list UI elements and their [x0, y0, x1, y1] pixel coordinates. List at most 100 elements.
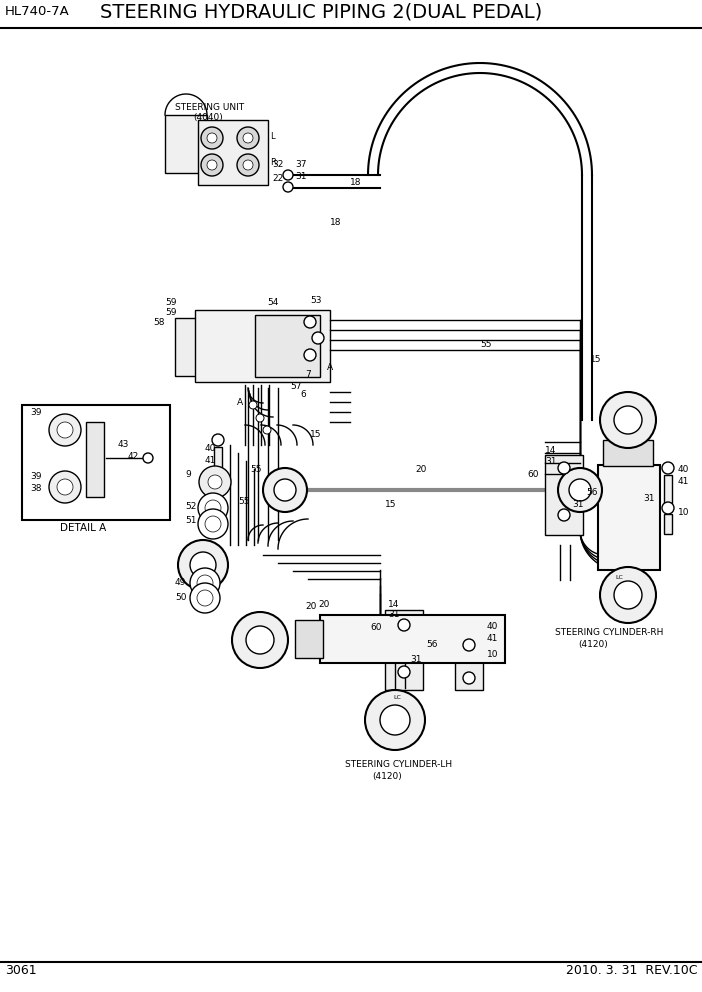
- Text: STEERING CYLINDER-RH: STEERING CYLINDER-RH: [555, 628, 663, 637]
- Bar: [214, 447, 222, 469]
- Circle shape: [205, 516, 221, 532]
- Bar: [664, 514, 672, 534]
- Circle shape: [380, 705, 410, 735]
- Text: 53: 53: [310, 296, 322, 305]
- Text: 56: 56: [426, 640, 437, 649]
- Circle shape: [207, 133, 217, 143]
- Text: 2010. 3. 31  REV.10C: 2010. 3. 31 REV.10C: [566, 964, 697, 977]
- Circle shape: [190, 583, 220, 613]
- Text: 50: 50: [175, 593, 187, 602]
- Text: 59: 59: [165, 298, 176, 307]
- Circle shape: [237, 154, 259, 176]
- Text: LC: LC: [615, 575, 623, 580]
- Text: 60: 60: [370, 623, 381, 632]
- Text: (4120): (4120): [372, 772, 402, 781]
- Text: 55: 55: [238, 497, 249, 506]
- Circle shape: [263, 468, 307, 512]
- Circle shape: [463, 672, 475, 684]
- Circle shape: [243, 160, 253, 170]
- Text: 31: 31: [545, 457, 557, 466]
- Circle shape: [143, 453, 153, 463]
- Circle shape: [197, 575, 213, 591]
- Circle shape: [304, 349, 316, 361]
- Text: 6: 6: [300, 390, 306, 399]
- Circle shape: [199, 466, 231, 498]
- Circle shape: [207, 160, 217, 170]
- Text: (4040): (4040): [193, 113, 223, 122]
- Circle shape: [263, 426, 271, 434]
- Text: 10: 10: [487, 650, 498, 659]
- Text: R: R: [270, 158, 276, 167]
- Text: 41: 41: [487, 634, 498, 643]
- Text: 14: 14: [545, 446, 557, 455]
- Text: 54: 54: [267, 298, 279, 307]
- Circle shape: [398, 619, 410, 631]
- Text: STEERING HYDRAULIC PIPING 2(DUAL PEDAL): STEERING HYDRAULIC PIPING 2(DUAL PEDAL): [100, 3, 542, 22]
- Text: STEERING UNIT: STEERING UNIT: [175, 103, 244, 112]
- Circle shape: [614, 406, 642, 434]
- Circle shape: [558, 462, 570, 474]
- Text: 14: 14: [388, 600, 399, 609]
- Circle shape: [365, 690, 425, 750]
- Circle shape: [614, 581, 642, 609]
- Bar: [86, 422, 104, 497]
- Text: 42: 42: [128, 452, 139, 461]
- Text: 15: 15: [590, 355, 602, 364]
- Circle shape: [197, 590, 213, 606]
- Text: 31: 31: [388, 610, 399, 619]
- Circle shape: [283, 170, 293, 180]
- Bar: [165, 115, 207, 173]
- Circle shape: [312, 332, 324, 344]
- Circle shape: [205, 500, 221, 516]
- Text: 32: 32: [272, 160, 284, 169]
- Circle shape: [201, 154, 223, 176]
- Circle shape: [558, 468, 602, 512]
- Circle shape: [57, 479, 73, 495]
- Text: 7: 7: [305, 370, 311, 379]
- Text: 31: 31: [410, 655, 421, 664]
- Circle shape: [208, 475, 222, 489]
- Bar: [385, 610, 423, 690]
- Text: 31: 31: [572, 500, 583, 509]
- Bar: [295, 620, 323, 658]
- Text: A: A: [237, 398, 243, 407]
- Text: 31: 31: [643, 494, 654, 503]
- Circle shape: [274, 479, 296, 501]
- Circle shape: [558, 509, 570, 521]
- Text: 41: 41: [678, 477, 689, 486]
- Text: 55: 55: [480, 340, 491, 349]
- Text: 56: 56: [586, 488, 597, 497]
- Circle shape: [249, 401, 257, 409]
- Bar: [545, 455, 583, 535]
- Circle shape: [256, 414, 264, 422]
- Text: 39: 39: [30, 472, 41, 481]
- Bar: [320, 615, 505, 663]
- Bar: [598, 465, 660, 570]
- Text: 20: 20: [415, 465, 426, 474]
- Bar: [455, 630, 483, 690]
- Bar: [22, 405, 170, 520]
- Text: 59: 59: [165, 308, 176, 317]
- Circle shape: [190, 552, 216, 578]
- Text: 15: 15: [310, 430, 322, 439]
- Bar: [195, 310, 330, 382]
- Circle shape: [237, 127, 259, 149]
- Text: HL740-7A: HL740-7A: [5, 5, 69, 18]
- Text: 41: 41: [205, 456, 216, 465]
- Circle shape: [201, 127, 223, 149]
- Text: DETAIL A: DETAIL A: [60, 523, 106, 533]
- Bar: [664, 475, 672, 503]
- Text: 37: 37: [295, 160, 307, 169]
- Text: (4120): (4120): [578, 640, 608, 649]
- Circle shape: [198, 509, 228, 539]
- Text: 43: 43: [118, 440, 129, 449]
- Circle shape: [662, 462, 674, 474]
- Circle shape: [283, 182, 293, 192]
- Text: 9: 9: [185, 470, 191, 479]
- Circle shape: [198, 493, 228, 523]
- Circle shape: [190, 568, 220, 598]
- Bar: [255, 315, 320, 377]
- Circle shape: [232, 612, 288, 668]
- Bar: [603, 440, 653, 466]
- Text: 51: 51: [185, 516, 197, 525]
